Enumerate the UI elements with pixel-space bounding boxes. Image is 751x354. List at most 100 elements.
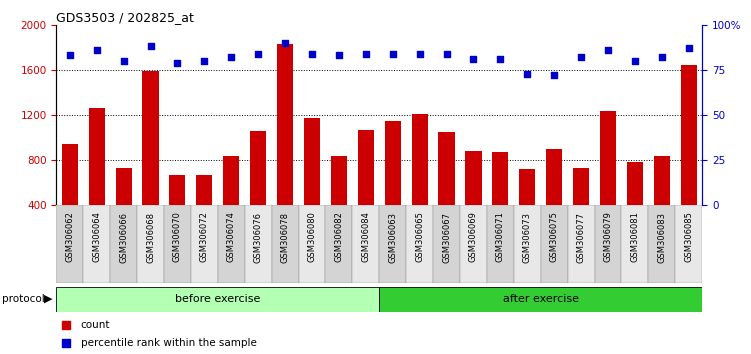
Bar [622, 205, 648, 283]
Bar [62, 144, 78, 251]
Bar [466, 151, 481, 251]
Bar [325, 205, 352, 283]
Text: percentile rank within the sample: percentile rank within the sample [81, 338, 257, 348]
Text: GSM306082: GSM306082 [334, 212, 343, 262]
Bar [546, 149, 562, 251]
Bar [600, 110, 616, 251]
Bar [541, 205, 568, 283]
Point [548, 73, 560, 78]
Bar [439, 132, 454, 251]
Point [198, 58, 210, 64]
Point [441, 51, 453, 57]
Bar [379, 287, 702, 312]
Bar [277, 44, 293, 251]
Bar [110, 205, 137, 283]
Point [602, 47, 614, 53]
Text: GSM306078: GSM306078 [281, 212, 290, 263]
Point [171, 60, 183, 65]
Bar [116, 168, 131, 251]
Bar [568, 205, 595, 283]
Text: GSM306075: GSM306075 [550, 212, 559, 262]
Bar [223, 156, 240, 251]
Point [387, 51, 399, 57]
Bar [675, 205, 702, 283]
Bar [143, 71, 158, 251]
Text: GSM306068: GSM306068 [146, 212, 155, 263]
Bar [56, 205, 83, 283]
Point [118, 58, 130, 64]
Bar [487, 205, 514, 283]
Bar [379, 205, 406, 283]
Bar [648, 205, 675, 283]
Text: before exercise: before exercise [175, 294, 261, 304]
Text: GSM306067: GSM306067 [442, 212, 451, 263]
Text: GSM306074: GSM306074 [227, 212, 236, 262]
Text: GSM306062: GSM306062 [65, 212, 74, 262]
Text: GSM306069: GSM306069 [469, 212, 478, 262]
Text: GSM306073: GSM306073 [523, 212, 532, 263]
Bar [653, 156, 670, 251]
Text: GSM306071: GSM306071 [496, 212, 505, 262]
Text: GSM306076: GSM306076 [254, 212, 263, 263]
Point [144, 44, 156, 49]
Bar [385, 121, 401, 251]
Bar [519, 169, 535, 251]
Point [467, 56, 479, 62]
Bar [250, 131, 266, 251]
Bar [433, 205, 460, 283]
Point [306, 51, 318, 57]
Point [575, 55, 587, 60]
Bar [352, 205, 379, 283]
Bar [680, 65, 697, 251]
Text: GSM306081: GSM306081 [630, 212, 639, 262]
Point [414, 51, 426, 57]
Text: GSM306084: GSM306084 [361, 212, 370, 262]
Text: GSM306065: GSM306065 [415, 212, 424, 262]
Bar [406, 205, 433, 283]
Bar [299, 205, 325, 283]
Bar [330, 156, 347, 251]
Text: GSM306085: GSM306085 [684, 212, 693, 262]
Bar [218, 205, 245, 283]
Text: after exercise: after exercise [502, 294, 579, 304]
Point [91, 47, 103, 53]
Point [461, 259, 473, 265]
Text: GSM306080: GSM306080 [307, 212, 316, 262]
Point [360, 51, 372, 57]
Bar [357, 130, 374, 251]
Bar [595, 205, 622, 283]
Bar [83, 205, 110, 283]
Bar [245, 205, 272, 283]
Bar [196, 175, 213, 251]
Bar [493, 152, 508, 251]
Bar [514, 205, 541, 283]
Point [683, 45, 695, 51]
Point [64, 53, 76, 58]
Bar [412, 114, 428, 251]
Point [225, 55, 237, 60]
Bar [56, 287, 379, 312]
Text: GSM306066: GSM306066 [119, 212, 128, 263]
Bar [170, 175, 185, 251]
Bar [137, 205, 164, 283]
Text: GSM306063: GSM306063 [388, 212, 397, 263]
Point [252, 51, 264, 57]
Text: GSM306064: GSM306064 [92, 212, 101, 262]
Text: protocol: protocol [2, 294, 44, 304]
Text: GDS3503 / 202825_at: GDS3503 / 202825_at [56, 11, 195, 24]
Bar [164, 205, 191, 283]
Point [521, 71, 533, 76]
Text: count: count [81, 320, 110, 330]
Point [461, 98, 473, 104]
Point [333, 53, 345, 58]
Bar [460, 205, 487, 283]
Point [279, 40, 291, 46]
Bar [573, 168, 589, 251]
Bar [89, 108, 105, 251]
Text: ▶: ▶ [44, 294, 52, 304]
Text: GSM306070: GSM306070 [173, 212, 182, 262]
Bar [191, 205, 218, 283]
Text: GSM306077: GSM306077 [577, 212, 586, 263]
Bar [304, 118, 320, 251]
Text: GSM306083: GSM306083 [657, 212, 666, 263]
